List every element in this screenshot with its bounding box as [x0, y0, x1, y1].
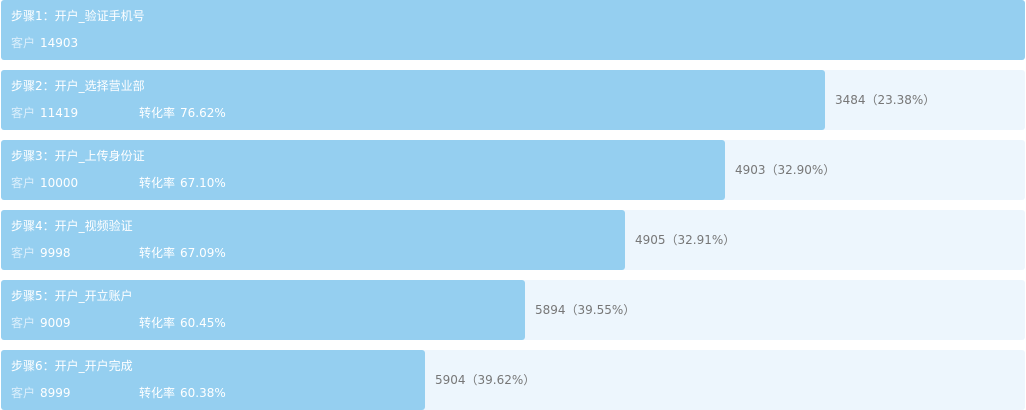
customer-value: 10000 [40, 176, 79, 190]
customer-label: 客户 [11, 316, 36, 330]
customer-value: 9998 [40, 246, 71, 260]
conversion-value: 67.10% [180, 176, 226, 190]
customer-label: 客户 [11, 386, 36, 400]
conversion-rate: 转化率 60.45% [139, 315, 226, 331]
step-label: 步骤2：开户_选择营业部 [11, 79, 145, 93]
funnel-row: 步骤3：开户_上传身份证 客户 10000 转化率 67.10% 4903（32.90%） [1, 140, 1025, 200]
conversion-label: 转化率 [139, 386, 176, 400]
funnel-bar: 步骤5：开户_开立账户 客户 9009 转化率 60.45% [1, 280, 525, 340]
conversion-value: 76.62% [180, 106, 226, 120]
customer-label: 客户 [11, 176, 36, 190]
conversion-rate: 转化率 67.09% [139, 245, 226, 261]
customer-label: 客户 [11, 246, 36, 260]
customer-value: 8999 [40, 386, 71, 400]
conversion-label: 转化率 [139, 246, 176, 260]
dropoff-label: 3484（23.38%） [835, 93, 936, 107]
funnel-bar: 步骤3：开户_上传身份证 客户 10000 转化率 67.10% [1, 140, 725, 200]
customer-value: 11419 [40, 106, 79, 120]
customer-label: 客户 [11, 106, 36, 120]
step-label: 步骤1：开户_验证手机号 [11, 9, 145, 23]
funnel-bar: 步骤4：开户_视频验证 客户 9998 转化率 67.09% [1, 210, 625, 270]
conversion-label: 转化率 [139, 316, 176, 330]
conversion-label: 转化率 [139, 176, 176, 190]
step-label: 步骤3：开户_上传身份证 [11, 149, 145, 163]
conversion-rate: 转化率 76.62% [139, 105, 226, 121]
customer-label: 客户 [11, 36, 36, 50]
funnel-row: 步骤5：开户_开立账户 客户 9009 转化率 60.45% 5894（39.55%） [1, 280, 1025, 340]
dropoff-label: 4905（32.91%） [635, 233, 736, 247]
funnel-row: 步骤6：开户_开户完成 客户 8999 转化率 60.38% 5904（39.62%） [1, 350, 1025, 410]
conversion-value: 60.45% [180, 316, 226, 330]
customer-value: 9009 [40, 316, 71, 330]
customer-count: 客户 9998 [11, 245, 71, 261]
funnel-row: 步骤4：开户_视频验证 客户 9998 转化率 67.09% 4905（32.91%） [1, 210, 1025, 270]
conversion-value: 67.09% [180, 246, 226, 260]
funnel-bar: 步骤2：开户_选择营业部 客户 11419 转化率 76.62% [1, 70, 825, 130]
funnel-row: 步骤1：开户_验证手机号 客户 14903 [1, 0, 1025, 60]
step-label: 步骤5：开户_开立账户 [11, 289, 133, 303]
step-label: 步骤6：开户_开户完成 [11, 359, 133, 373]
funnel-row: 步骤2：开户_选择营业部 客户 11419 转化率 76.62% 3484（23.38%） [1, 70, 1025, 130]
customer-value: 14903 [40, 36, 79, 50]
customer-count: 客户 14903 [11, 35, 78, 51]
dropoff-label: 5894（39.55%） [535, 303, 636, 317]
conversion-rate: 转化率 67.10% [139, 175, 226, 191]
customer-count: 客户 10000 [11, 175, 78, 191]
customer-count: 客户 11419 [11, 105, 78, 121]
funnel-bar: 步骤1：开户_验证手机号 客户 14903 [1, 0, 1025, 60]
step-label: 步骤4：开户_视频验证 [11, 219, 133, 233]
customer-count: 客户 9009 [11, 315, 71, 331]
conversion-value: 60.38% [180, 386, 226, 400]
conversion-label: 转化率 [139, 106, 176, 120]
dropoff-label: 5904（39.62%） [435, 373, 536, 387]
dropoff-label: 4903（32.90%） [735, 163, 836, 177]
conversion-rate: 转化率 60.38% [139, 385, 226, 401]
funnel-bar: 步骤6：开户_开户完成 客户 8999 转化率 60.38% [1, 350, 425, 410]
customer-count: 客户 8999 [11, 385, 71, 401]
